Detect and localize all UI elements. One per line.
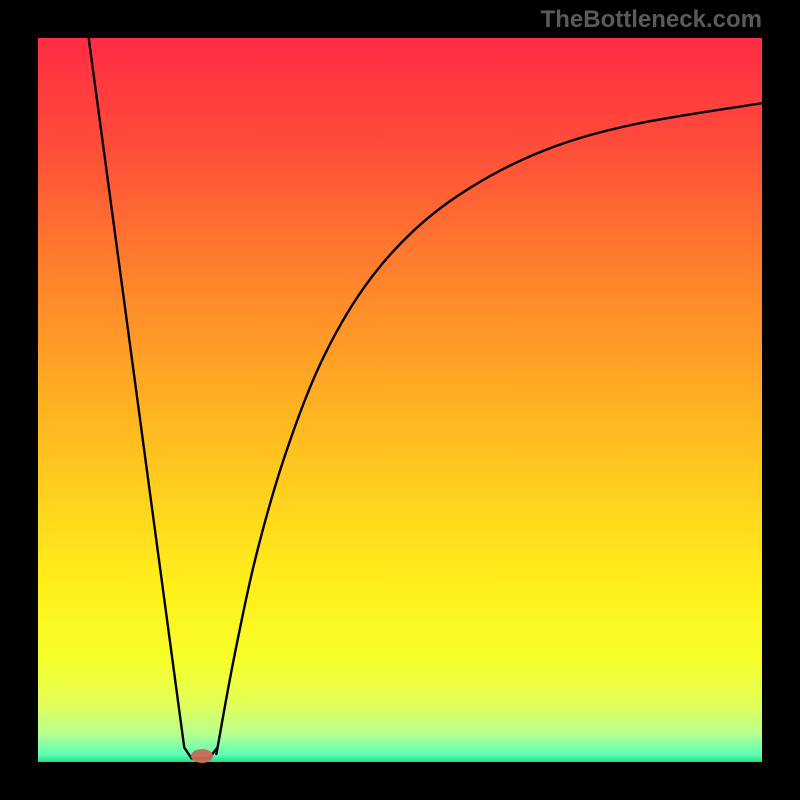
bottleneck-chart: TheBottleneck.com xyxy=(0,0,800,800)
watermark-text: TheBottleneck.com xyxy=(541,6,762,34)
gradient-background xyxy=(38,38,762,762)
plot-area xyxy=(38,38,762,762)
minimum-marker xyxy=(191,749,213,763)
